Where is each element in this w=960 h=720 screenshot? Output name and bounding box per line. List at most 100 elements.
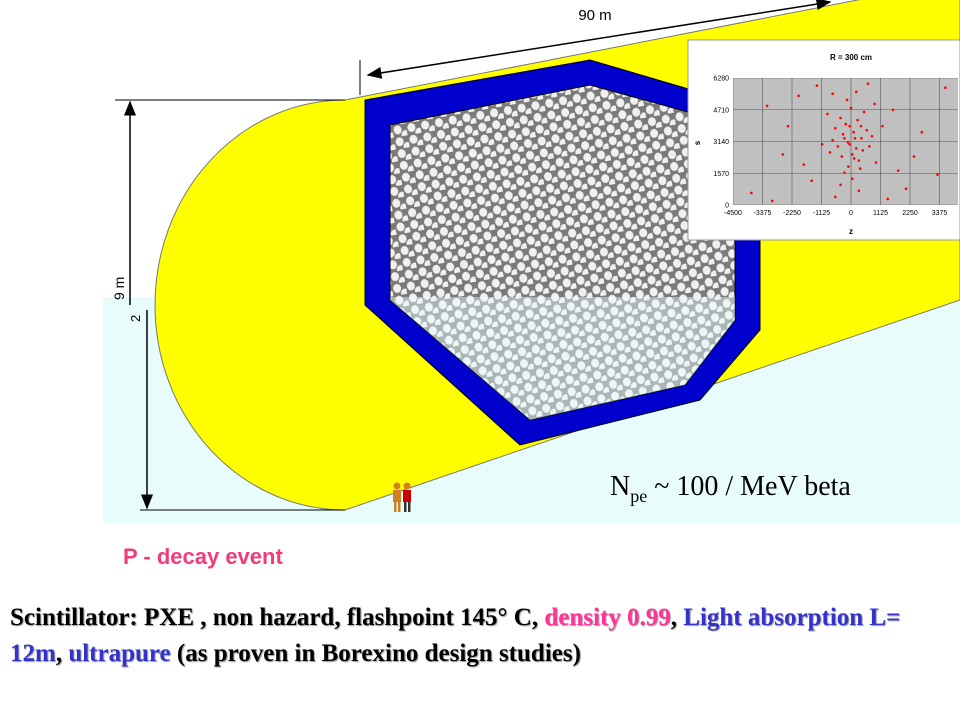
x-tick-label: -4500 (724, 210, 742, 217)
height-label: 9 m (111, 277, 127, 300)
point (857, 189, 861, 193)
point (839, 116, 842, 120)
y-tick-label: 1570 (713, 171, 729, 178)
point (860, 136, 863, 140)
npe-sub: pe (630, 486, 647, 506)
point (750, 191, 753, 195)
point (857, 159, 861, 162)
x-tick-label: 3375 (932, 210, 948, 217)
point (868, 145, 871, 148)
point (904, 187, 908, 191)
point (820, 143, 824, 146)
point (846, 141, 850, 144)
point (859, 124, 863, 128)
point (858, 167, 862, 170)
x-tick-label: 1125 (873, 210, 888, 217)
point (852, 130, 855, 134)
point (881, 124, 884, 128)
point (843, 171, 846, 174)
pmt-array (389, 84, 736, 421)
point (862, 110, 866, 114)
point (840, 155, 844, 158)
point (786, 124, 790, 128)
description-segment: ultrapure (68, 640, 171, 667)
npe-label: Npe ~ 100 / MeV beta (610, 471, 851, 506)
point (865, 128, 869, 132)
npe-rest: ~ 100 / MeV beta (647, 471, 851, 502)
description: Scintillator: PXE , non hazard, flashpoi… (10, 600, 940, 672)
point (831, 92, 834, 96)
description-segment: , (55, 640, 69, 667)
x-tick-label: 0 (849, 210, 853, 217)
npe-main: N (610, 471, 630, 502)
plot-layer (733, 78, 958, 205)
point (841, 132, 845, 136)
pmt-array-shade (390, 297, 735, 420)
point (874, 161, 878, 164)
point (839, 183, 842, 187)
point (848, 124, 851, 128)
point (833, 126, 837, 130)
point (828, 151, 832, 154)
point (845, 98, 849, 102)
x-tick-label: 2250 (902, 210, 918, 217)
point (886, 197, 890, 201)
point (854, 90, 858, 94)
point (826, 112, 829, 116)
partial-label: 2 (128, 315, 143, 322)
point (852, 157, 856, 160)
point (854, 147, 858, 150)
point (920, 130, 924, 134)
inset-title: R = 300 cm (830, 53, 872, 62)
length-label: 90 m (578, 7, 611, 24)
point (912, 155, 916, 158)
point (844, 122, 848, 126)
point (810, 179, 813, 183)
point (847, 165, 850, 168)
point (836, 145, 840, 148)
people-icon (393, 482, 411, 512)
point (870, 134, 874, 138)
point (771, 199, 774, 203)
y-tick-label: 0 (725, 203, 729, 210)
point (896, 169, 900, 172)
description-segment: , (670, 604, 684, 631)
point (944, 86, 947, 90)
description-segment: Scintillator: PXE , non hazard, flashpoi… (10, 604, 545, 631)
point (797, 94, 800, 98)
length-arrow (366, 0, 832, 79)
point (851, 153, 854, 156)
point (851, 177, 854, 181)
description-segment: (as proven in Borexino design studies) (170, 640, 581, 667)
x-axis-label: z (849, 227, 853, 236)
point (866, 82, 870, 85)
point (831, 138, 834, 142)
point (843, 136, 846, 140)
point (765, 104, 769, 108)
y-axis-label: s (693, 140, 702, 145)
point (802, 163, 806, 166)
point (936, 173, 939, 176)
point (833, 195, 837, 199)
point (861, 149, 865, 152)
description-segment: Light absorption L= 12m (10, 604, 901, 667)
description-segment: density 0.99 (544, 604, 671, 631)
x-tick-label: -2250 (783, 210, 801, 217)
point (849, 106, 853, 110)
point (873, 102, 876, 106)
event-label: P - decay event (123, 544, 283, 569)
y-tick-label: 6280 (713, 76, 729, 83)
x-tick-label: -1125 (813, 210, 830, 217)
point (781, 153, 785, 156)
point (891, 108, 895, 112)
x-tick-label: -3375 (754, 210, 772, 217)
point (815, 84, 819, 87)
point (853, 136, 857, 140)
y-tick-label: 4710 (713, 107, 729, 114)
point (856, 118, 859, 122)
point (848, 143, 851, 146)
y-tick-label: 3140 (713, 139, 729, 146)
inset-chart: R = 300 cm s z 0 1570 3140 4710 6280 -4500 -33… (687, 39, 960, 241)
